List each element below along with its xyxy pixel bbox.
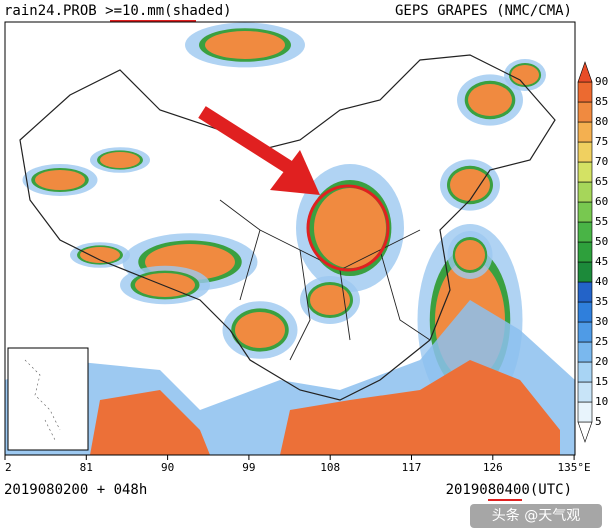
colorbar-label: 25 [595,335,608,348]
rain-orange [310,285,350,315]
map-frame [4,21,576,456]
watermark-bg [470,504,602,528]
rain-orange [205,31,285,59]
colorbar-swatch [577,401,593,423]
rain-orange [450,169,490,201]
colorbar-label: 70 [595,155,608,168]
header-right: GEPS GRAPES (NMC/CMA) [395,3,572,19]
rain-orange [80,247,120,263]
colorbar-swatch [577,261,593,283]
colorbar-label: 60 [595,195,608,208]
header-left: rain24.PROB >=10.mm(shaded) [4,3,232,19]
colorbar-swatch [577,181,593,203]
rain-orange [455,240,485,270]
rain-orange [235,312,285,348]
rain-south-orange [90,360,560,455]
colorbar-label: 80 [595,115,608,128]
x-tick-label: 126 [483,461,503,474]
colorbar-cap [577,61,593,83]
rain-orange [35,170,85,190]
colorbar: 5 10 15 20 25 30 35 40 45 50 55 60 65 70 75 80 85 90 [577,61,608,443]
x-tick-label: 108 [320,461,340,474]
x-tick-label: 135°E [558,461,591,474]
colorbar-swatch [577,201,593,223]
arrow-head [270,150,320,195]
colorbar-swatch [577,241,593,263]
rain-orange [135,273,195,297]
inset-islands [24,359,61,441]
colorbar-label: 75 [595,135,608,148]
colorbar-swatch [577,361,593,383]
colorbar-label: 85 [595,95,608,108]
footer-left: 2019080200 + 048h [4,482,147,498]
colorbar-swatch [577,301,593,323]
colorbar-label: 15 [595,375,608,388]
rain-orange [100,152,140,168]
colorbar-label: 45 [595,255,608,268]
colorbar-swatch [577,161,593,183]
watermark: 头条 @天气观 [492,507,580,524]
rain-orange [314,188,386,268]
colorbar-label: 90 [595,75,608,88]
colorbar-label: 20 [595,355,608,368]
x-tick-label: 81 [80,461,93,474]
colorbar-label: 5 [595,415,602,428]
inset-box [7,347,89,451]
colorbar-label: 35 [595,295,608,308]
colorbar-swatch [577,101,593,123]
x-tick-label: 2 [5,461,12,474]
map-area [5,22,575,455]
colorbar-label: 10 [595,395,608,408]
rain-orange [511,65,539,85]
colorbar-swatch [577,381,593,403]
colorbar-label: 30 [595,315,608,328]
colorbar-swatch [577,281,593,303]
x-axis: 2 81 90 99 108 117 126 135°E [4,455,591,474]
colorbar-swatch [577,81,593,103]
colorbar-swatch [577,141,593,163]
colorbar-swatch [577,221,593,243]
highlight-circle [306,184,390,272]
arrow-shaft [198,106,294,174]
colorbar-label: 65 [595,175,608,188]
x-tick-label: 90 [161,461,174,474]
x-tick-label: 99 [242,461,255,474]
colorbar-swatch [577,341,593,363]
colorbar-label: 55 [595,215,608,228]
colorbar-label: 50 [595,235,608,248]
footer-right: 2019080400(UTC) [446,482,572,498]
colorbar-swatch [577,321,593,343]
colorbar-swatch [577,121,593,143]
colorbar-label: 40 [595,275,608,288]
x-tick-label: 117 [402,461,422,474]
rain-orange [468,84,512,116]
